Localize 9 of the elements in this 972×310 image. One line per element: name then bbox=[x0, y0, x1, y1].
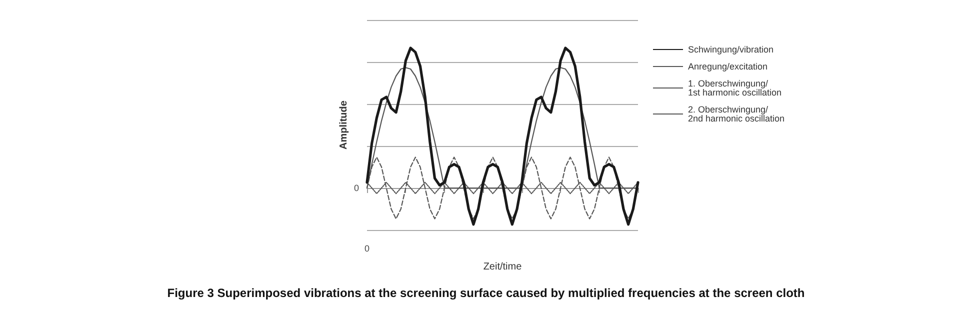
text: Figure 3 Superimposed vibrations at the screening surface caused by multiplied frequencies at the screen cloth bbox=[167, 286, 805, 300]
text: 0 bbox=[364, 244, 370, 254]
x-axis-title: Zeit/time bbox=[483, 262, 522, 272]
legend-label: 2. Oberschwingung/ 2nd harmonic oscillation bbox=[688, 104, 785, 124]
y-axis-title: Amplitude bbox=[338, 100, 350, 150]
legend-label: Schwingung/vibration bbox=[688, 44, 774, 54]
text: 0 bbox=[354, 183, 359, 193]
legend-label: 1. Oberschwingung/ 1st harmonic oscillation bbox=[688, 78, 782, 98]
legend-label: Anregung/excitation bbox=[688, 62, 768, 72]
